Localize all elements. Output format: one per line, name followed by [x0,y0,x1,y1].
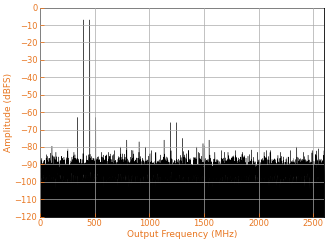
Y-axis label: Amplitude (dBFS): Amplitude (dBFS) [4,73,13,152]
X-axis label: Output Frequency (MHz): Output Frequency (MHz) [127,230,237,239]
